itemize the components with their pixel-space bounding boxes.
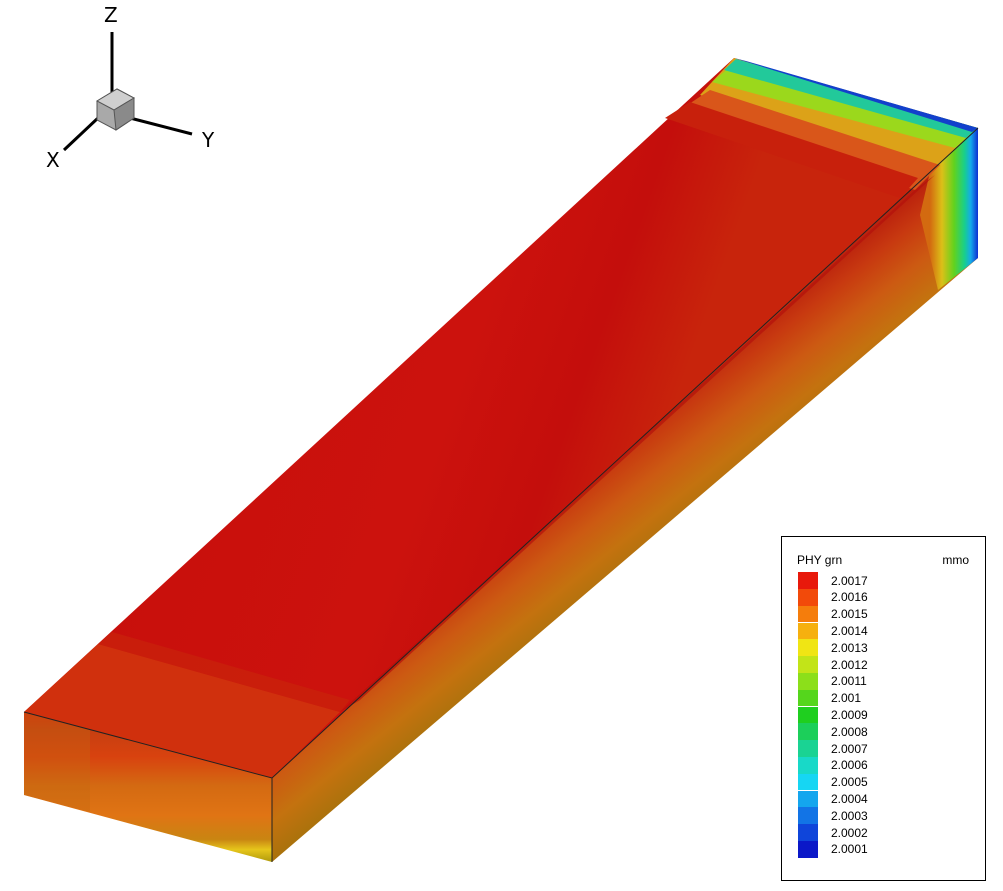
contour-legend[interactable]: PHY grn mmo 2.0017 2.0016 2.0015 2.0014 2.00… <box>781 536 986 881</box>
legend-level-label: 2.0007 <box>831 741 868 756</box>
legend-swatch <box>798 790 818 808</box>
legend-row: 2.0003 <box>798 807 868 824</box>
legend-swatch <box>798 841 818 858</box>
legend-swatch <box>798 757 818 774</box>
legend-swatch <box>798 773 818 791</box>
legend-title: PHY grn <box>797 553 843 567</box>
legend-row: 2.0006 <box>798 757 868 774</box>
legend-swatch <box>798 807 818 824</box>
legend-level-label: 2.0004 <box>831 791 868 806</box>
legend-level-label: 2.0001 <box>831 842 868 857</box>
z-axis-label: Z <box>104 3 118 27</box>
legend-swatch <box>798 723 818 740</box>
legend-swatch <box>798 589 818 606</box>
top-far-band-3 <box>724 59 978 138</box>
legend-level-label: 2.0013 <box>831 640 868 655</box>
legend-swatch <box>798 706 818 724</box>
top-far-band-4 <box>734 58 978 132</box>
top-near-band-inner <box>98 632 350 712</box>
legend-row: 2.0007 <box>798 740 868 757</box>
top-face <box>24 58 978 778</box>
top-near-band <box>24 644 340 778</box>
legend-level-label: 2.0008 <box>831 724 868 739</box>
legend-swatch <box>798 740 818 757</box>
legend-level-label: 2.0009 <box>831 707 868 722</box>
y-axis-label: Y <box>202 128 215 152</box>
front-face-shade <box>24 712 90 812</box>
legend-level-label: 2.0006 <box>831 758 868 773</box>
legend-level-label: 2.001 <box>831 691 862 706</box>
top-far-red <box>665 102 918 198</box>
legend-swatch <box>798 639 818 656</box>
legend-row: 2.0016 <box>798 589 868 606</box>
legend-swatch <box>798 572 818 589</box>
legend-unit: mmo <box>942 553 969 567</box>
legend-level-label: 2.0005 <box>831 775 868 790</box>
legend-level-label: 2.0014 <box>831 623 868 638</box>
legend-swatch <box>798 622 818 640</box>
legend-swatch <box>798 689 818 707</box>
legend-level-label: 2.0015 <box>831 607 868 622</box>
legend-row: 2.0013 <box>798 639 868 656</box>
x-axis-label: X <box>46 148 60 172</box>
legend-row: 2.0001 <box>798 841 868 858</box>
legend-swatch <box>798 656 818 673</box>
legend-level-label: 2.0002 <box>831 825 868 840</box>
top-right-ridge <box>340 175 935 712</box>
legend-row: 2.0011 <box>798 673 867 690</box>
legend-level-label: 2.0012 <box>831 657 868 672</box>
legend-swatch <box>798 673 818 690</box>
legend-row: 2.0005 <box>798 773 868 791</box>
legend-row: 2.0015 <box>798 605 868 623</box>
legend-row: 2.0017 <box>798 572 868 589</box>
axis-triad[interactable] <box>62 32 193 152</box>
legend-swatch <box>798 605 818 623</box>
legend-row: 2.0002 <box>798 824 868 841</box>
legend-row: 2.0004 <box>798 790 868 808</box>
legend-level-label: 2.0016 <box>831 590 868 605</box>
right-side-face <box>272 128 978 862</box>
legend-row: 2.0008 <box>798 723 868 740</box>
legend-level-label: 2.0017 <box>831 573 868 588</box>
legend-row: 2.0012 <box>798 656 868 673</box>
legend-row: 2.001 <box>798 689 862 707</box>
legend-swatch <box>798 824 818 841</box>
legend-level-label: 2.0003 <box>831 808 868 823</box>
front-face <box>24 712 272 862</box>
legend-level-label: 2.0011 <box>831 674 867 689</box>
legend-row: 2.0009 <box>798 706 868 724</box>
legend-row: 2.0014 <box>798 622 868 640</box>
